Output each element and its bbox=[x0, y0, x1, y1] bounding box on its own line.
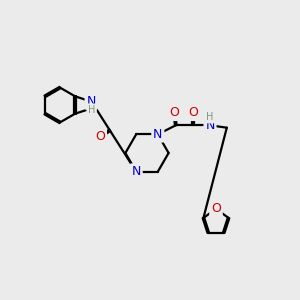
Text: O: O bbox=[188, 106, 198, 119]
Text: N: N bbox=[153, 128, 163, 141]
Text: H: H bbox=[88, 105, 95, 115]
Text: O: O bbox=[211, 202, 221, 215]
Text: N: N bbox=[86, 95, 96, 108]
Text: N: N bbox=[131, 165, 141, 178]
Text: H: H bbox=[206, 112, 214, 122]
Text: O: O bbox=[169, 106, 179, 119]
Text: N: N bbox=[205, 119, 215, 132]
Text: O: O bbox=[95, 130, 105, 143]
